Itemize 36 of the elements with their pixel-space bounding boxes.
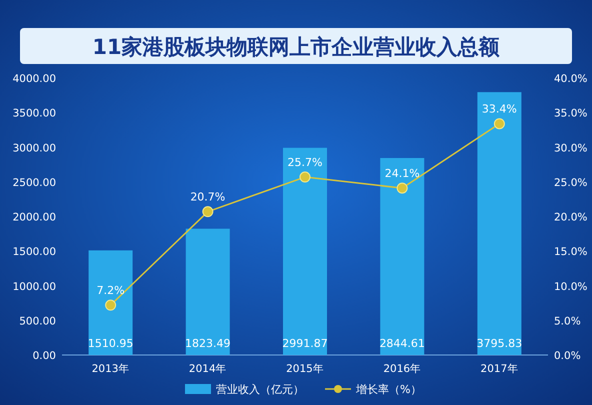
data-label: 24.1%: [384, 167, 420, 180]
y2-tick-label: 15.0%: [554, 246, 588, 258]
y-tick-label: 500.00: [19, 315, 56, 328]
y-tick-label: 4000.00: [12, 73, 56, 85]
y2-tick-label: 35.0%: [554, 108, 588, 120]
x-tick-label: 2017年: [480, 363, 518, 375]
data-label: 1510.95: [88, 337, 134, 350]
data-label: 1823.49: [185, 337, 231, 350]
x-tick-label: 2013年: [92, 363, 130, 375]
y-tick-label: 2500.00: [12, 176, 56, 189]
y2-tick-label: 5.0%: [554, 315, 581, 328]
data-label: 7.2%: [96, 284, 125, 298]
y2-tick-label: 10.0%: [554, 280, 588, 293]
x-tick-label: 2014年: [188, 363, 227, 375]
y-tick-label: 2000.00: [12, 212, 56, 224]
data-label: 20.7%: [190, 190, 226, 204]
data-label: 25.7%: [288, 156, 322, 170]
y-tick-label: 3000.00: [12, 142, 56, 154]
y2-tick-label: 0.0%: [554, 350, 581, 362]
y2-tick-label: 40.0%: [554, 73, 588, 85]
legend-label: 增长率（%）: [355, 383, 422, 396]
y2-tick-label: 25.0%: [554, 176, 588, 189]
legend-label: 营业收入（亿元）: [216, 383, 304, 396]
data-label: 33.4%: [482, 102, 517, 116]
chart-title: 11家港股板块物联网上市企业营业收入总额: [92, 35, 501, 59]
x-tick-label: 2016年: [383, 363, 422, 375]
y2-tick-label: 30.0%: [554, 142, 588, 154]
y-tick-label: 0.00: [32, 350, 56, 362]
y-tick-label: 3500.00: [12, 108, 56, 120]
y-tick-label: 1000.00: [12, 280, 56, 293]
y-tick-label: 1500.00: [12, 246, 56, 258]
data-label: 2844.61: [379, 337, 425, 350]
data-label: 2991.87: [282, 337, 328, 350]
data-label: 3795.83: [476, 337, 522, 350]
y2-tick-label: 20.0%: [554, 212, 588, 224]
x-tick-label: 2015年: [286, 363, 324, 375]
